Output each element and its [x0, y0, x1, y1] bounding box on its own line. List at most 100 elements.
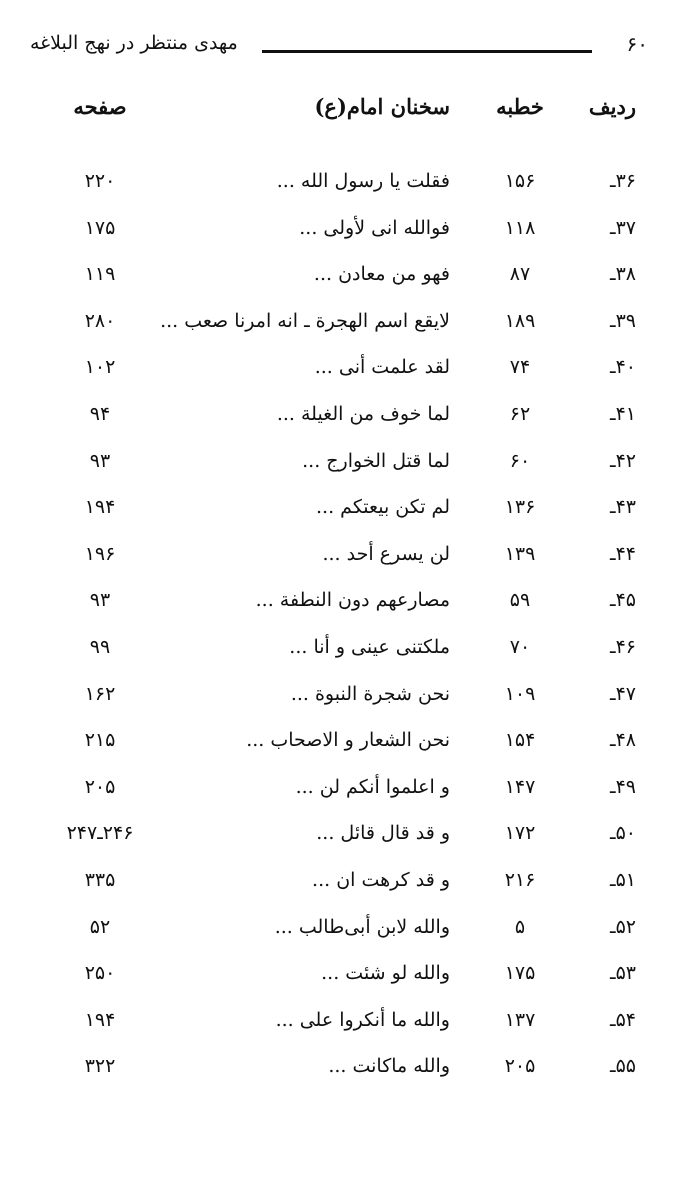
cell-khutbah: ۲۱۶	[504, 869, 536, 891]
cell-text: و قد کرهت ان ...	[312, 869, 450, 891]
cell-khutbah: ۷۰	[509, 636, 531, 658]
cell-radif: ۴۶ـ	[610, 636, 636, 658]
table-row: ۳۸ـ ۸۷ فهو من معادن ... ۱۱۹	[0, 263, 700, 303]
table-row: ۵۰ـ ۱۷۲ و قد قال قائل ... ۲۴۶ـ۲۴۷	[0, 822, 700, 862]
cell-page: ۲۱۵	[84, 729, 116, 752]
cell-page: ۳۳۵	[84, 869, 116, 891]
running-header: ۶۰ مهدی منتظر در نهج البلاغه	[30, 32, 650, 66]
col-radif: ردیف	[588, 94, 636, 119]
cell-radif: ۴۱ـ	[610, 403, 636, 425]
cell-khutbah: ۵۹	[509, 589, 531, 612]
cell-radif: ۴۸ـ	[610, 729, 636, 752]
cell-text: ملکتنی عینی و أنا ...	[289, 636, 450, 658]
cell-page: ۲۸۰	[84, 309, 116, 332]
cell-khutbah: ۱۷۲	[504, 822, 536, 845]
cell-khutbah: ۱۸۹	[504, 309, 536, 332]
cell-page: ۲۰۵	[84, 775, 116, 798]
cell-page: ۲۵۰	[84, 962, 116, 985]
table-row: ۴۲ـ ۶۰ لما قتل الخوارج ... ۹۳	[0, 450, 700, 490]
cell-khutbah: ۱۳۷	[504, 1008, 536, 1031]
cell-text: و قد قال قائل ...	[316, 822, 450, 845]
cell-text: نحن الشعار و الاصحاب ...	[246, 729, 450, 752]
cell-khutbah: ۲۰۵	[504, 1055, 536, 1078]
page-number: ۶۰	[626, 32, 648, 56]
cell-page: ۹۳	[89, 589, 111, 612]
cell-radif: ۵۲ـ	[610, 915, 636, 938]
table-header: ردیف خطبه سخنان امام(ع) صفحه	[0, 94, 700, 134]
cell-khutbah: ۷۴	[509, 356, 531, 379]
cell-radif: ۳۷ـ	[610, 216, 636, 239]
cell-khutbah: ۱۷۵	[504, 962, 536, 985]
cell-khutbah: ۱۵۶	[504, 170, 536, 192]
cell-khutbah: ۱۳۶	[504, 496, 536, 519]
cell-text: لما خوف من الغیلة ...	[276, 403, 450, 425]
cell-page: ۳۲۲	[84, 1055, 116, 1078]
cell-khutbah: ۶۰	[509, 449, 531, 472]
header-rule	[262, 50, 592, 53]
cell-page: ۱۹۶	[84, 542, 116, 565]
table-row: ۵۵ـ ۲۰۵ والله ماکانت ... ۳۲۲	[0, 1055, 700, 1095]
cell-text: فوالله انی لأولی ...	[299, 216, 450, 239]
cell-text: مصارعهم دون النطفة ...	[255, 589, 450, 612]
cell-text: و اعلموا أنکم لن ...	[295, 775, 450, 798]
cell-page: ۱۹۴	[84, 496, 116, 519]
cell-page: ۱۹۴	[84, 1008, 116, 1031]
cell-radif: ۴۹ـ	[610, 775, 636, 798]
col-page: صفحه	[73, 94, 127, 119]
table-row: ۵۳ـ ۱۷۵ والله لو شئت ... ۲۵۰	[0, 962, 700, 1002]
cell-text: نحن شجرة النبوة ...	[290, 682, 450, 705]
cell-radif: ۳۹ـ	[610, 309, 636, 332]
cell-page: ۱۱۹	[84, 263, 116, 286]
cell-khutbah: ۸۷	[509, 263, 531, 286]
running-title: مهدی منتظر در نهج البلاغه	[30, 32, 238, 54]
cell-khutbah: ۵	[514, 915, 526, 938]
cell-khutbah: ۱۴۷	[504, 775, 536, 798]
cell-radif: ۴۳ـ	[610, 496, 636, 519]
cell-radif: ۴۴ـ	[610, 542, 636, 565]
cell-page: ۱۰۲	[84, 356, 116, 379]
table-row: ۵۲ـ ۵ والله لابن أبی‌طالب ... ۵۲	[0, 916, 700, 956]
cell-khutbah: ۱۰۹	[504, 682, 536, 705]
table-row: ۴۴ـ ۱۳۹ لن یسرع أحد ... ۱۹۶	[0, 543, 700, 583]
cell-text: والله ما أنکروا علی ...	[275, 1008, 450, 1031]
table-row: ۴۸ـ ۱۵۴ نحن الشعار و الاصحاب ... ۲۱۵	[0, 729, 700, 769]
cell-radif: ۵۳ـ	[610, 962, 636, 985]
table-row: ۳۷ـ ۱۱۸ فوالله انی لأولی ... ۱۷۵	[0, 217, 700, 257]
table-row: ۴۱ـ ۶۲ لما خوف من الغیلة ... ۹۴	[0, 403, 700, 443]
cell-khutbah: ۱۵۴	[504, 729, 536, 752]
table-row: ۴۷ـ ۱۰۹ نحن شجرة النبوة ... ۱۶۲	[0, 683, 700, 723]
cell-text: لن یسرع أحد ...	[322, 542, 450, 565]
cell-page: ۹۹	[89, 636, 111, 658]
cell-text: فقلت یا رسول الله ...	[276, 170, 450, 192]
cell-radif: ۴۵ـ	[610, 589, 636, 612]
cell-text: لقد علمت أنی ...	[314, 356, 450, 379]
cell-radif: ۳۸ـ	[610, 263, 636, 286]
cell-page: ۱۶۲	[84, 682, 116, 705]
cell-radif: ۵۰ـ	[610, 822, 636, 845]
table-row: ۴۶ـ ۷۰ ملکتنی عینی و أنا ... ۹۹	[0, 636, 700, 676]
cell-radif: ۴۰ـ	[610, 356, 636, 379]
cell-page: ۹۴	[89, 403, 111, 425]
cell-radif: ۳۶ـ	[610, 170, 636, 192]
table-row: ۴۵ـ ۵۹ مصارعهم دون النطفة ... ۹۳	[0, 589, 700, 629]
table-row: ۴۰ـ ۷۴ لقد علمت أنی ... ۱۰۲	[0, 356, 700, 396]
cell-text: والله ماکانت ...	[328, 1055, 450, 1078]
cell-text: لایقع اسم الهجرة ـ انه امرنا صعب ...	[160, 309, 450, 332]
cell-radif: ۴۷ـ	[610, 682, 636, 705]
cell-khutbah: ۱۱۸	[504, 216, 536, 239]
cell-radif: ۴۲ـ	[610, 449, 636, 472]
cell-page: ۵۲	[89, 915, 111, 938]
cell-text: لم تکن بیعتکم ...	[316, 496, 450, 519]
col-sayings: سخنان امام(ع)	[314, 94, 450, 119]
table-row: ۴۳ـ ۱۳۶ لم تکن بیعتکم ... ۱۹۴	[0, 496, 700, 536]
table-row: ۴۹ـ ۱۴۷ و اعلموا أنکم لن ... ۲۰۵	[0, 776, 700, 816]
cell-text: والله لابن أبی‌طالب ...	[274, 915, 450, 938]
cell-radif: ۵۵ـ	[610, 1055, 636, 1078]
cell-radif: ۵۱ـ	[610, 869, 636, 891]
cell-text: فهو من معادن ...	[313, 263, 450, 286]
table-row: ۳۹ـ ۱۸۹ لایقع اسم الهجرة ـ انه امرنا صعب .…	[0, 310, 700, 350]
cell-page: ۲۲۰	[84, 170, 116, 192]
cell-khutbah: ۱۳۹	[504, 542, 536, 565]
cell-text: لما قتل الخوارج ...	[302, 449, 450, 472]
cell-text: والله لو شئت ...	[321, 962, 450, 985]
